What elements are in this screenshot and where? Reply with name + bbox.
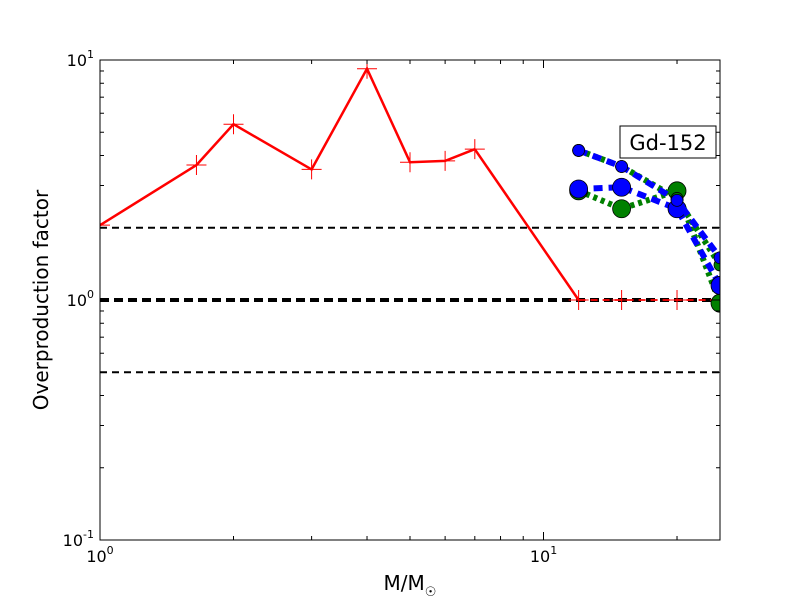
series-6 xyxy=(572,144,720,265)
y-tick-label-base: 10 xyxy=(67,51,87,70)
series-6-point xyxy=(615,160,629,173)
x-tick-label-base: 10 xyxy=(86,547,106,566)
x-tick-label-exp: 1 xyxy=(550,544,557,557)
series-3-line xyxy=(577,187,720,305)
series-3 xyxy=(569,181,720,313)
series-6-point xyxy=(670,194,684,207)
series-layer xyxy=(100,60,720,313)
annotation-box: Gd-152 xyxy=(619,125,717,159)
series-2-line xyxy=(473,148,580,301)
series-6-point xyxy=(713,251,720,265)
series-1-point xyxy=(611,290,632,310)
series-0-point xyxy=(223,114,244,135)
y-tick-label-0: 10-1 xyxy=(63,528,94,550)
x-axis-label: M/M☉ xyxy=(384,571,437,600)
x-axis-label-sub: ☉ xyxy=(425,585,437,600)
series-4-line xyxy=(577,147,720,267)
series-0-point xyxy=(464,139,485,160)
series-5 xyxy=(569,177,720,295)
series-6-line xyxy=(577,147,720,260)
x-tick-label-1: 101 xyxy=(530,544,557,566)
series-0-line xyxy=(100,65,476,227)
series-5-point xyxy=(710,276,720,295)
series-0-point xyxy=(435,150,456,171)
series-0-point xyxy=(186,155,207,176)
series-0 xyxy=(100,60,485,236)
series-3-point xyxy=(612,199,632,219)
y-tick-label-2: 101 xyxy=(67,48,94,70)
y-tick-label-base: 10 xyxy=(67,291,87,310)
y-tick-label-exp: 0 xyxy=(87,288,94,301)
reference-lines xyxy=(100,226,720,374)
series-1-point xyxy=(667,290,688,310)
series-5-point xyxy=(612,177,632,197)
y-tick-label-1: 100 xyxy=(67,288,94,310)
annotation-label: Gd-152 xyxy=(629,131,706,155)
y-tick-label-exp: 1 xyxy=(87,48,94,61)
y-tick-label-exp: -1 xyxy=(83,528,94,541)
x-tick-label-base: 10 xyxy=(530,547,550,566)
series-0-point xyxy=(400,152,420,173)
series-0-point xyxy=(301,159,322,180)
y-tick-label-base: 10 xyxy=(63,531,83,550)
series-2 xyxy=(473,148,580,301)
x-tick-label-0: 100 xyxy=(86,544,113,566)
series-3-point xyxy=(710,293,720,313)
y-axis-label: Overproduction factor xyxy=(29,189,53,410)
series-0-point xyxy=(100,215,110,236)
series-1-point xyxy=(568,290,589,310)
series-5-point xyxy=(569,179,589,199)
series-6-point xyxy=(572,144,586,157)
x-tick-label-exp: 0 xyxy=(107,544,114,557)
series-5-line xyxy=(578,184,720,287)
x-axis-label-main: M/M xyxy=(384,571,425,595)
